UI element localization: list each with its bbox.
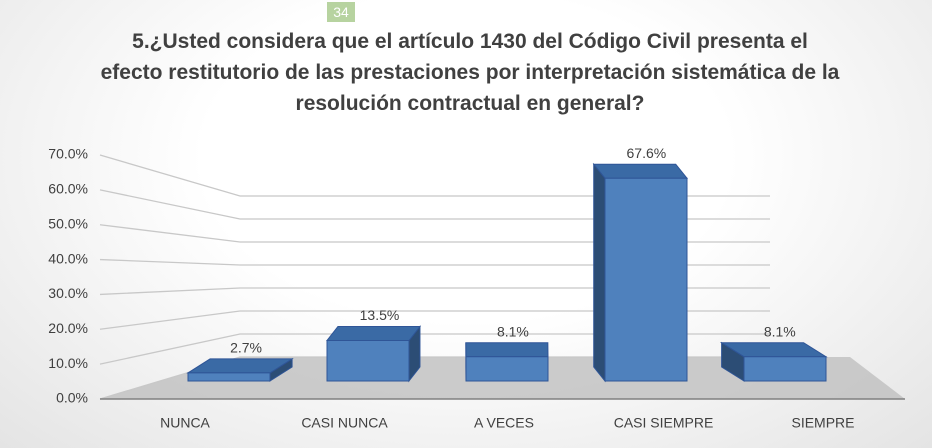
x-tick-label: NUNCA (160, 415, 210, 431)
bar (465, 342, 549, 382)
x-tick-label: A VECES (474, 415, 534, 431)
x-tick-label: CASI SIEMPRE (614, 415, 714, 431)
y-tick-label: 70.0% (48, 146, 88, 162)
bar (592, 162, 689, 383)
data-label: 67.6% (627, 145, 667, 161)
page-number: 34 (327, 2, 355, 22)
bar (719, 341, 828, 382)
y-tick-label: 50.0% (48, 215, 88, 231)
y-tick-label: 30.0% (48, 285, 88, 301)
chart-title: 5.¿Usted considera que el artículo 1430 … (100, 30, 840, 115)
y-tick-label: 0.0% (56, 390, 88, 406)
bar (325, 325, 421, 383)
data-label: 2.7% (230, 340, 262, 356)
y-tick-label: 10.0% (48, 355, 88, 371)
y-tick-label: 20.0% (48, 320, 88, 336)
data-label: 13.5% (360, 307, 400, 323)
data-label: 8.1% (764, 323, 796, 339)
x-tick-label: CASI NUNCA (301, 415, 388, 431)
y-tick-label: 60.0% (48, 181, 88, 197)
x-tick-label: SIEMPRE (791, 415, 854, 431)
y-tick-label: 40.0% (48, 250, 88, 266)
data-label: 8.1% (497, 323, 529, 339)
bar (186, 357, 294, 382)
